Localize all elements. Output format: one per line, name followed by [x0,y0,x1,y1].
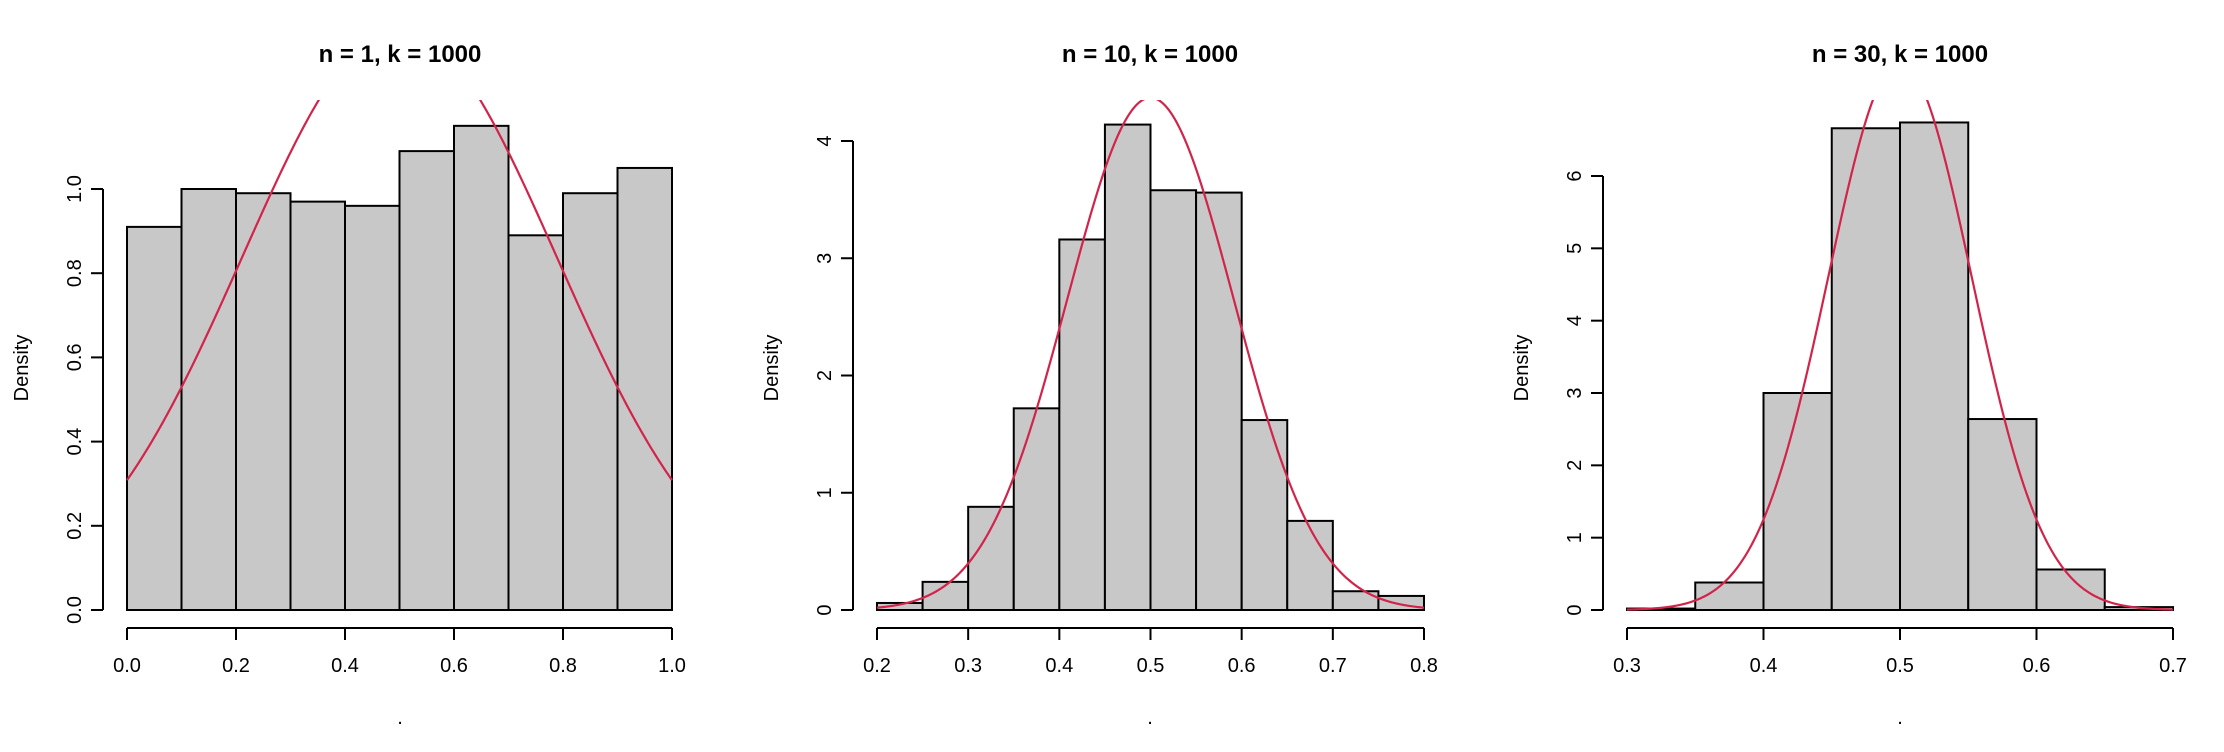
x-axis-label: . [1147,707,1153,729]
y-tick-label: 0.0 [64,596,86,624]
x-tick-label: 0.7 [1319,655,1347,677]
x-tick-label: 0.8 [1410,655,1438,677]
histogram-bar [1899,121,1970,612]
histogram-bar [1762,392,1833,611]
x-axis-label: . [397,707,403,729]
histogram-bar [1012,407,1061,611]
x-tick-label: 0.6 [1228,655,1256,677]
y-tick-label: 2 [814,370,836,381]
y-tick-label: 3 [1564,387,1586,398]
x-tick-label: 0.5 [1137,655,1165,677]
x-tick-label: 0.6 [440,655,468,677]
histogram-bar [180,188,237,611]
y-tick-label: 0.4 [64,428,86,456]
histogram-bar [1103,123,1152,612]
x-tick-label: 0.2 [863,655,891,677]
y-tick-label: 0.2 [64,512,86,540]
x-tick-label: 0.8 [549,655,577,677]
y-tick-label: 1 [814,487,836,498]
normal-density-curve [126,100,673,481]
x-tick-label: 0.4 [331,655,359,677]
y-axis-label: Density [761,335,783,402]
histogram-bar [1149,189,1198,611]
x-tick-label: 0.5 [1886,655,1914,677]
histogram-bar [1058,238,1106,612]
chart-title: n = 30, k = 1000 [1812,41,1988,68]
x-tick-label: 0.2 [222,655,250,677]
histogram-bar [1240,419,1289,611]
x-tick-label: 0.6 [2023,655,2051,677]
y-tick-label: 0.8 [64,259,86,287]
histogram-bar [235,192,292,612]
histogram-bar [1286,519,1334,612]
histogram-bar [289,200,346,611]
y-tick-label: 2 [1564,460,1586,471]
y-tick-label: 3 [814,253,836,264]
y-tick-label: 0.6 [64,343,86,371]
histogram-bar [398,150,455,612]
chart-title: n = 1, k = 1000 [319,41,482,68]
histogram-panel-1: n = 1, k = 1000 0.0 0.2 0.4 0.6 0.8 1.0 0.0 0.2 0… [11,41,686,729]
x-axis-label: . [1897,707,1903,729]
y-tick-label: 6 [1564,170,1586,181]
histogram-bar [1830,127,1901,611]
histogram-bar [1967,418,2038,612]
y-tick-label: 0 [814,604,836,615]
histogram-bar [967,505,1015,612]
histogram-panel-3: n = 30, k = 1000 0.3 0.4 0.5 0.6 0.7 0 1 2 3 4 5 6 De… [1511,41,2187,729]
x-tick-label: 0.4 [1750,655,1778,677]
y-tick-label: 1.0 [64,175,86,203]
histogram-bar [562,192,619,612]
histogram-panel-2: n = 10, k = 1000 0.2 0.3 0.4 0.5 0.6 0.7 0.8 0 1 2… [761,41,1438,729]
y-tick-label: 5 [1564,243,1586,254]
histogram-bar [344,204,401,611]
y-tick-label: 1 [1564,532,1586,543]
chart-title: n = 10, k = 1000 [1062,41,1238,68]
x-tick-label: 0.4 [1045,655,1073,677]
y-tick-label: 0 [1564,604,1586,615]
histogram-bar [616,166,673,611]
x-tick-label: 0.0 [113,655,141,677]
y-axis-label: Density [11,335,33,402]
normal-density-curve [1626,100,2174,611]
x-tick-label: 0.7 [2159,655,2187,677]
histogram-bar [126,225,183,611]
x-tick-label: 0.3 [954,655,982,677]
histogram-bar [1195,191,1243,611]
histogram-bar [507,234,564,611]
x-tick-label: 1.0 [658,655,686,677]
y-tick-label: 4 [814,135,836,146]
histogram-bar [453,124,510,611]
y-axis-label: Density [1511,335,1533,402]
x-tick-label: 0.3 [1613,655,1641,677]
normal-density-curve [876,100,1425,609]
y-tick-label: 4 [1564,315,1586,326]
